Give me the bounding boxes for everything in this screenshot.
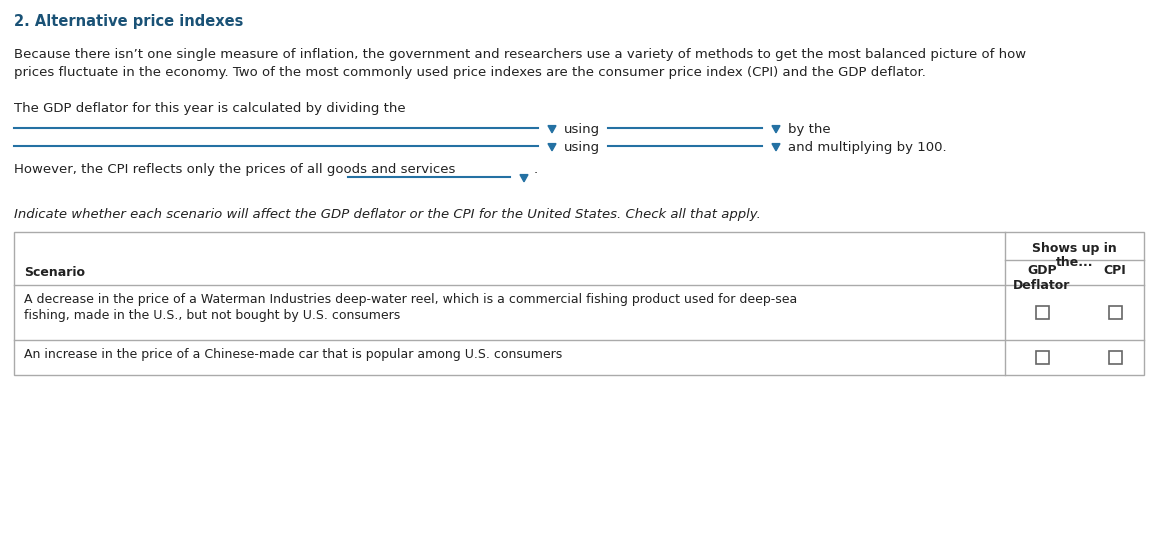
Text: CPI: CPI — [1104, 264, 1127, 277]
Polygon shape — [548, 125, 556, 133]
Text: An increase in the price of a Chinese-made car that is popular among U.S. consum: An increase in the price of a Chinese-ma… — [24, 348, 563, 361]
Text: However, the CPI reflects only the prices of all goods and services: However, the CPI reflects only the price… — [14, 163, 455, 176]
Bar — [1035, 351, 1048, 364]
Bar — [1035, 306, 1048, 319]
Text: Because there isn’t one single measure of inflation, the government and research: Because there isn’t one single measure o… — [14, 48, 1026, 61]
Text: and multiplying by 100.: and multiplying by 100. — [787, 141, 946, 154]
Text: .: . — [534, 163, 538, 176]
Text: prices fluctuate in the economy. Two of the most commonly used price indexes are: prices fluctuate in the economy. Two of … — [14, 66, 926, 79]
Bar — [1108, 306, 1121, 319]
Text: Indicate whether each scenario will affect the GDP deflator or the CPI for the U: Indicate whether each scenario will affe… — [14, 208, 761, 221]
Text: Shows up in: Shows up in — [1032, 242, 1116, 255]
Bar — [1108, 351, 1121, 364]
Polygon shape — [548, 143, 556, 151]
Text: the...: the... — [1056, 256, 1093, 269]
Text: using: using — [564, 141, 600, 154]
Polygon shape — [772, 125, 780, 133]
Text: using: using — [564, 123, 600, 136]
Text: A decrease in the price of a Waterman Industries deep-water reel, which is a com: A decrease in the price of a Waterman In… — [24, 293, 797, 306]
Text: 2. Alternative price indexes: 2. Alternative price indexes — [14, 14, 243, 29]
Text: fishing, made in the U.S., but not bought by U.S. consumers: fishing, made in the U.S., but not bough… — [24, 309, 401, 322]
Polygon shape — [772, 143, 780, 151]
Bar — [14, 232, 1144, 375]
Polygon shape — [520, 175, 528, 182]
Text: Scenario: Scenario — [24, 266, 85, 279]
Text: GDP
Deflator: GDP Deflator — [1013, 264, 1071, 292]
Text: by the: by the — [787, 123, 830, 136]
Text: The GDP deflator for this year is calculated by dividing the: The GDP deflator for this year is calcul… — [14, 102, 405, 115]
